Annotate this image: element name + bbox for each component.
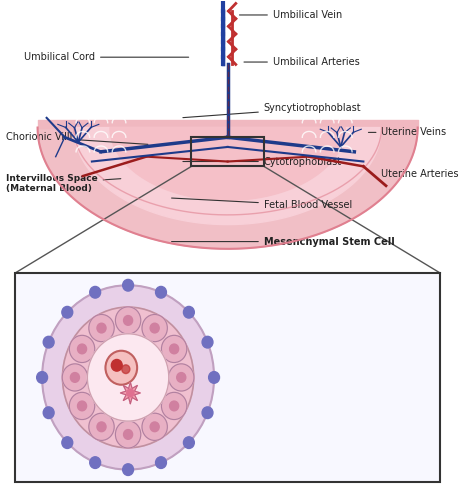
Polygon shape xyxy=(120,382,140,404)
Circle shape xyxy=(69,335,95,363)
Circle shape xyxy=(162,392,187,420)
Text: Mesenchymal Stem Cell: Mesenchymal Stem Cell xyxy=(172,237,394,246)
Polygon shape xyxy=(110,127,345,201)
Circle shape xyxy=(78,344,87,354)
Circle shape xyxy=(115,421,141,448)
Circle shape xyxy=(89,314,114,342)
Circle shape xyxy=(111,360,122,371)
Circle shape xyxy=(78,401,87,411)
Polygon shape xyxy=(37,127,418,249)
Circle shape xyxy=(150,323,159,333)
Circle shape xyxy=(43,336,54,348)
Circle shape xyxy=(123,280,134,291)
Circle shape xyxy=(97,422,106,432)
Circle shape xyxy=(150,422,159,432)
Circle shape xyxy=(62,437,73,448)
FancyBboxPatch shape xyxy=(15,273,440,482)
Circle shape xyxy=(90,457,100,468)
Circle shape xyxy=(162,335,187,363)
Circle shape xyxy=(123,464,134,475)
Circle shape xyxy=(62,306,73,318)
Circle shape xyxy=(105,351,137,385)
Circle shape xyxy=(71,372,80,382)
Circle shape xyxy=(177,372,186,382)
Circle shape xyxy=(142,413,167,440)
Text: Uterine Arteries: Uterine Arteries xyxy=(382,169,459,179)
Circle shape xyxy=(202,407,213,419)
Circle shape xyxy=(124,316,133,325)
Circle shape xyxy=(97,323,106,333)
Circle shape xyxy=(69,392,95,420)
Circle shape xyxy=(127,389,134,397)
Circle shape xyxy=(36,372,47,383)
Circle shape xyxy=(170,401,179,411)
Circle shape xyxy=(209,372,219,383)
Circle shape xyxy=(63,307,194,448)
Text: Cytotrophoblast: Cytotrophoblast xyxy=(183,157,342,166)
Circle shape xyxy=(202,336,213,348)
Text: Umbilical Cord: Umbilical Cord xyxy=(24,52,189,62)
Circle shape xyxy=(183,306,194,318)
Text: Uterine Veins: Uterine Veins xyxy=(368,127,447,138)
Text: Syncytiotrophoblast: Syncytiotrophoblast xyxy=(183,103,362,118)
Circle shape xyxy=(115,307,141,334)
Circle shape xyxy=(122,365,130,373)
Circle shape xyxy=(42,285,214,469)
Text: Umbilical Arteries: Umbilical Arteries xyxy=(244,57,360,67)
Circle shape xyxy=(43,407,54,419)
Circle shape xyxy=(183,437,194,448)
Text: Fetal Blood Vessel: Fetal Blood Vessel xyxy=(172,198,352,210)
Circle shape xyxy=(87,334,169,421)
Text: Umbilical Vein: Umbilical Vein xyxy=(239,10,342,20)
Text: Intervillous Space
(Maternal Blood): Intervillous Space (Maternal Blood) xyxy=(6,174,121,193)
Circle shape xyxy=(124,429,133,439)
Polygon shape xyxy=(74,127,382,224)
Text: Chorionic Villi: Chorionic Villi xyxy=(6,132,148,144)
Circle shape xyxy=(170,344,179,354)
Bar xyxy=(191,137,264,166)
Circle shape xyxy=(142,314,167,342)
Circle shape xyxy=(155,457,166,468)
Circle shape xyxy=(155,286,166,298)
Circle shape xyxy=(62,364,88,391)
Circle shape xyxy=(169,364,194,391)
Circle shape xyxy=(89,413,114,440)
Circle shape xyxy=(90,286,100,298)
